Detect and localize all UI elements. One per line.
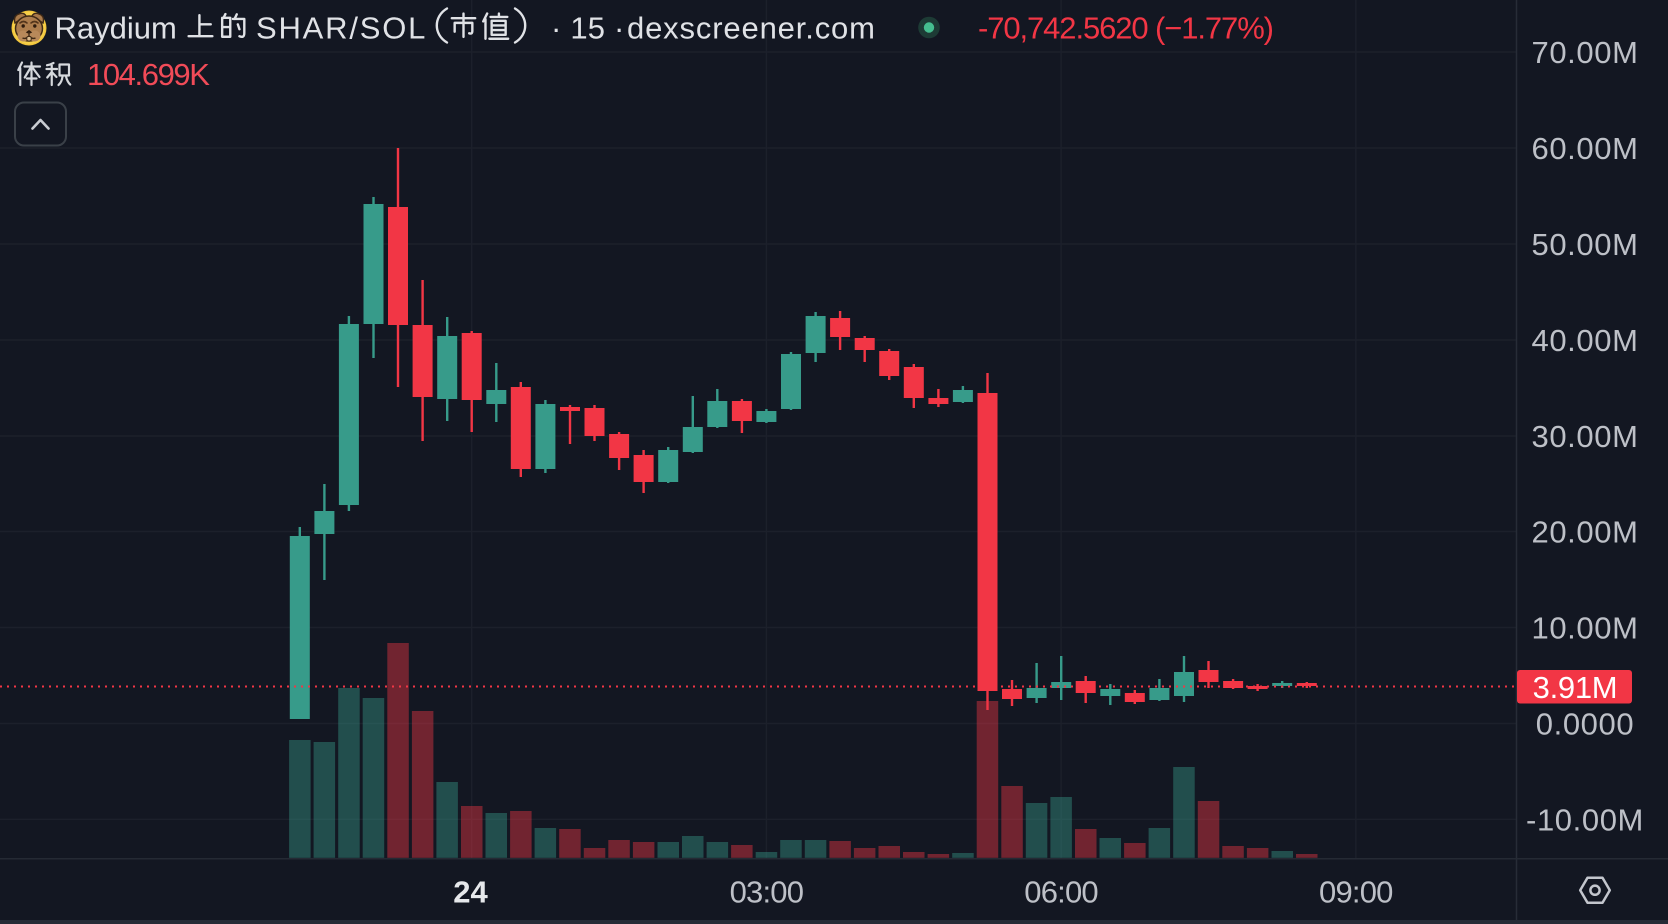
svg-text:40.00M: 40.00M [1532, 323, 1639, 358]
svg-text:10.00M: 10.00M [1532, 611, 1639, 646]
svg-text:30.00M: 30.00M [1532, 419, 1639, 454]
svg-text:Raydium: Raydium [55, 11, 177, 46]
svg-text:3.91M: 3.91M [1533, 670, 1618, 705]
svg-text:50.00M: 50.00M [1532, 227, 1639, 262]
svg-text:20.00M: 20.00M [1532, 515, 1639, 550]
svg-text:09:00: 09:00 [1319, 875, 1393, 910]
svg-text:104.699K: 104.699K [87, 57, 210, 92]
svg-text:SHAR/SOL: SHAR/SOL [256, 11, 427, 46]
svg-text:24: 24 [453, 875, 488, 910]
svg-text:70.00M: 70.00M [1532, 35, 1639, 70]
svg-text:06:00: 06:00 [1024, 875, 1098, 910]
svg-text:60.00M: 60.00M [1532, 131, 1639, 166]
svg-text:03:00: 03:00 [730, 875, 804, 910]
svg-text:dexscreener.com: dexscreener.com [627, 11, 876, 46]
svg-text:· 15 ·: · 15 · [551, 11, 625, 46]
svg-text:-70,742.5620 (−1.77%): -70,742.5620 (−1.77%) [978, 11, 1273, 46]
svg-text:0.0000: 0.0000 [1536, 707, 1634, 742]
svg-text:-10.00M: -10.00M [1526, 803, 1644, 838]
